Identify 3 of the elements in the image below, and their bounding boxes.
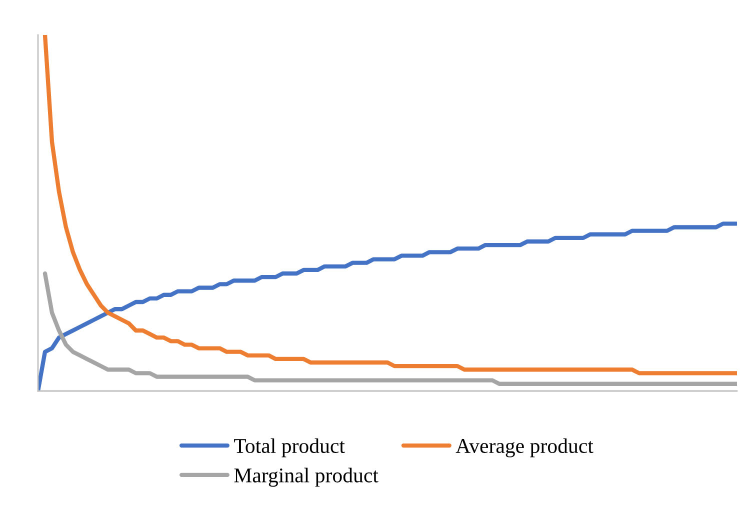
legend-label: Total product [234, 438, 345, 458]
legend-label: Average product [456, 438, 594, 458]
legend-label: Marginal product [234, 468, 378, 487]
